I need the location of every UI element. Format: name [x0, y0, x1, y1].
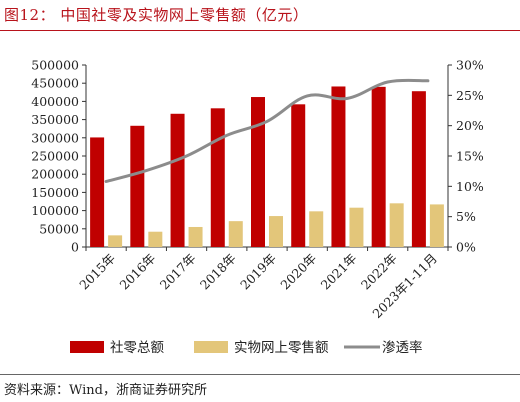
y-left-tick-label: 0	[71, 240, 79, 255]
bar-total-retail	[251, 97, 265, 247]
legend-penetration-rate-label: 渗透率	[382, 339, 423, 356]
legend-total-retail-label: 社零总额	[110, 340, 164, 356]
bar-total-retail	[411, 91, 426, 247]
x-tick-label: 2019年	[237, 251, 279, 293]
bar-total-retail	[170, 113, 185, 247]
y-right-tick-label: 25%	[456, 88, 484, 103]
y-right-tick-label: 10%	[456, 179, 484, 194]
figure-title: 图12： 中国社零及实物网上零售额（亿元）	[4, 6, 309, 24]
bar-total-retail	[371, 86, 386, 247]
bar-online-retail	[309, 211, 324, 247]
x-tick-label: 2016年	[117, 251, 159, 293]
bar-online-retail	[188, 226, 203, 247]
bar-online-retail	[228, 221, 243, 247]
bar-online-retail	[108, 235, 123, 247]
legend-total-retail-swatch	[70, 341, 104, 353]
y-left-tick-label: 400000	[31, 94, 79, 109]
legend-online-retail-label: 实物网上零售额	[234, 340, 329, 356]
y-left-tick-label: 350000	[31, 112, 79, 127]
legend-online-retail-swatch	[194, 341, 228, 353]
y-left-tick-label: 200000	[31, 167, 79, 182]
y-left-tick-label: 150000	[31, 185, 79, 200]
bar-total-retail	[130, 125, 145, 247]
line-penetration-rate	[104, 78, 430, 183]
y-left-tick-label: 250000	[31, 149, 79, 164]
source-note: 资料来源：Wind，浙商证券研究所	[4, 383, 207, 398]
bar-total-retail	[210, 108, 225, 247]
x-tick-label: 2018年	[197, 251, 239, 293]
y-right-tick-label: 5%	[456, 209, 476, 224]
x-tick-label: 2020年	[277, 251, 319, 293]
y-left-tick-label: 50000	[39, 221, 79, 236]
x-tick-label: 2021年	[318, 251, 360, 293]
bar-online-retail	[349, 207, 364, 247]
source-divider	[0, 374, 520, 375]
bar-online-retail	[429, 204, 444, 247]
bar-online-retail	[148, 231, 163, 247]
y-right-tick-label: 0%	[456, 240, 476, 255]
x-tick-label: 2015年	[76, 251, 118, 293]
y-right-tick-label: 15%	[456, 149, 484, 164]
bar-total-retail	[90, 137, 105, 247]
title-divider	[0, 30, 520, 31]
bar-online-retail	[269, 216, 283, 247]
y-right-tick-label: 20%	[456, 118, 484, 133]
y-left-tick-label: 450000	[31, 76, 79, 91]
y-left-tick-label: 500000	[31, 58, 79, 73]
y-left-tick-label: 100000	[31, 203, 79, 218]
y-left-tick-label: 300000	[31, 130, 79, 145]
bar-total-retail	[291, 104, 306, 247]
x-tick-label: 2017年	[157, 251, 199, 293]
bar-total-retail	[331, 86, 346, 247]
y-right-tick-label: 30%	[456, 58, 484, 73]
bar-online-retail	[389, 203, 404, 247]
